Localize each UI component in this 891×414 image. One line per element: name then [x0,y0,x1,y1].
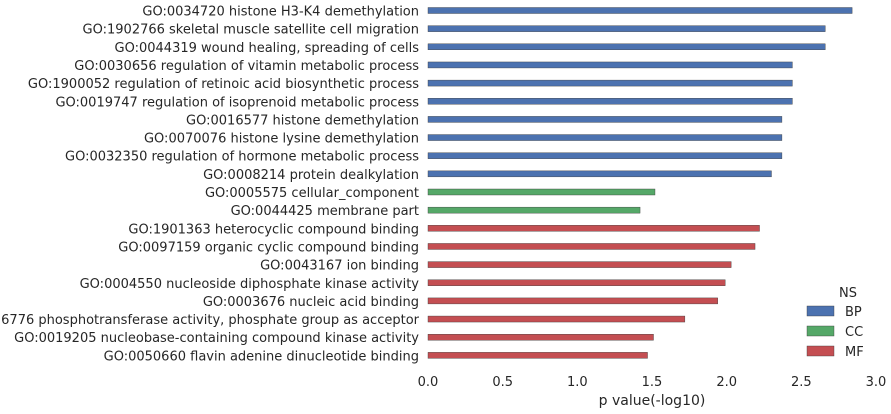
category-label: GO:0044319 wound healing, spreading of c… [115,41,420,56]
bar-bp [427,152,783,159]
bar-bp [427,43,826,50]
legend-swatch-bp [806,305,835,317]
x-tick-label: 2.0 [716,375,737,390]
x-tick-label: 3.0 [866,375,887,390]
x-tick-label: 1.5 [642,375,663,390]
category-label: GO:0043167 ion binding [260,259,419,274]
bar-mf [427,334,654,341]
category-label: GO:0019205 nucleobase-containing compoun… [14,331,419,346]
x-tick-label: 2.5 [791,375,812,390]
category-label: GO:1900052 regulation of retinoic acid b… [28,77,419,92]
legend: NS BP CC MF [806,286,864,360]
bar-mf [427,225,760,232]
bar-bp [427,98,793,105]
bar-mf [427,261,732,268]
category-label: GO:1901363 heterocyclic compound binding [128,222,419,237]
x-axis-title: p value(-log10) [599,393,706,409]
bar-bp [427,79,793,87]
category-label: GO:0008214 protein dealkylation [203,168,419,183]
category-label: GO:0004550 nucleoside diphosphate kinase… [80,277,420,292]
category-label: GO:0019747 regulation of isoprenoid meta… [55,95,419,110]
legend-swatch-mf [806,345,835,357]
bar-mf [427,243,756,250]
category-label: GO:1902766 skeletal muscle satellite cel… [83,23,419,38]
category-label: GO:0003676 nucleic acid binding [203,295,419,310]
bar-bp [427,170,772,178]
bar-mf [427,297,718,305]
bar-bp [427,116,783,123]
bar-mf [427,352,648,359]
category-label: GO:0097159 organic cyclic compound bindi… [118,240,419,255]
bar-cc [427,188,656,196]
bar-bp [427,61,793,69]
x-ticks-group: 0.0 0.5 1.0 1.5 2.0 2.5 3.0 [418,375,887,390]
category-label: GO:0032350 regulation of hormone metabol… [65,150,419,165]
legend-label-bp: BP [845,305,862,320]
category-label: GO:0005575 cellular_component [205,186,419,201]
category-label: GO:0034720 histone H3-K4 demethylation [142,5,419,20]
bar-bp [427,25,826,32]
bar-cc [427,206,641,214]
category-label: GO:0050660 flavin adenine dinucleotide b… [104,349,419,364]
category-label: GO:0016577 histone demethylation [186,113,419,128]
bars-group [427,7,853,359]
legend-title: NS [839,286,857,301]
bar-bp [427,134,783,141]
bar-bp [427,7,853,14]
x-tick-label: 0.5 [492,375,513,390]
category-labels-group: GO:0034720 histone H3-K4 demethylation GO… [0,5,420,365]
legend-label-mf: MF [845,345,864,360]
category-label: GO:0030656 regulation of vitamin metabol… [74,59,419,74]
category-label: GO:0070076 histone lysine demethylation [144,132,419,147]
bar-mf [427,279,726,286]
category-label: GO:0016776 phosphotransferase activity, … [0,313,420,328]
x-tick-label: 0.0 [418,375,439,390]
legend-swatch-cc [806,325,835,337]
bar-mf [427,315,686,323]
category-label: GO:0044425 membrane part [231,204,419,219]
legend-label-cc: CC [845,325,863,340]
x-tick-label: 1.0 [567,375,588,390]
